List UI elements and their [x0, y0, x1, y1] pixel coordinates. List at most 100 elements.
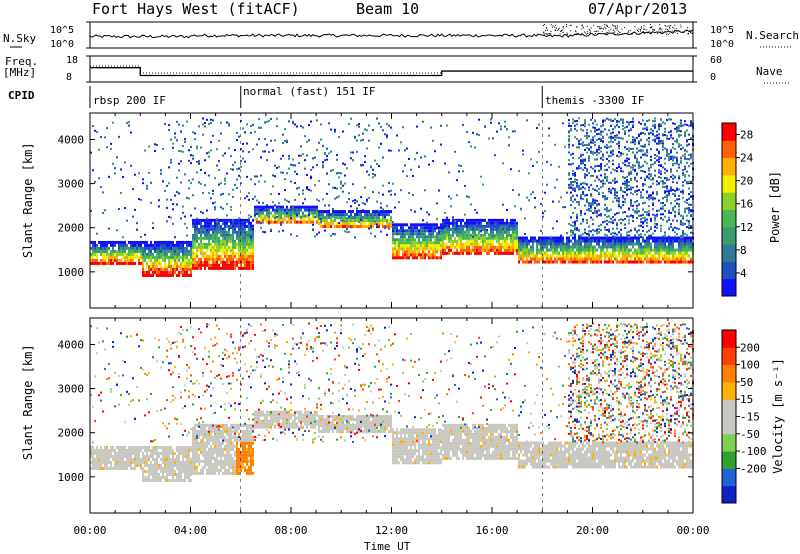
echo-cell [128, 121, 130, 124]
echo-cell [190, 255, 192, 259]
echo-cell [296, 173, 298, 176]
echo-cell [576, 201, 578, 204]
echo-cell [226, 218, 228, 222]
echo-cell [456, 239, 458, 243]
echo-cell [496, 222, 498, 225]
echo-cell [592, 139, 594, 142]
echo-cell [588, 257, 590, 261]
echo-cell [574, 254, 576, 258]
echo-cell [504, 242, 506, 246]
echo-cell [220, 266, 222, 270]
echo-cell [410, 250, 412, 254]
echo-cell [246, 263, 248, 267]
echo-cell [590, 239, 592, 243]
echo-cell [412, 223, 414, 227]
echo-cell [614, 180, 616, 183]
echo-cell [280, 211, 282, 215]
echo-cell [466, 239, 468, 243]
echo-cell [638, 251, 640, 255]
echo-cell [440, 226, 442, 230]
echo-cell [576, 251, 578, 255]
echo-cell [402, 170, 404, 173]
echo-cell [616, 212, 618, 215]
echo-cell [190, 246, 192, 250]
echo-cell [224, 152, 226, 155]
echo-cell [662, 242, 664, 246]
echo-cell [578, 146, 580, 149]
echo-cell [110, 142, 112, 145]
echo-cell [470, 248, 472, 252]
echo-cell [244, 266, 246, 270]
echo-cell [610, 150, 612, 153]
echo-cell [150, 249, 152, 253]
echo-cell [682, 172, 684, 175]
echo-cell [582, 219, 584, 222]
echo-cell [232, 230, 234, 234]
echo-cell [196, 218, 198, 222]
echo-cell [414, 250, 416, 254]
echo-cell [638, 164, 640, 167]
echo-cell [646, 190, 648, 193]
echo-cell [172, 273, 174, 277]
echo-cell [526, 248, 528, 252]
echo-cell [652, 248, 654, 252]
echo-cell [640, 242, 642, 246]
echo-cell [234, 251, 236, 255]
nsearch-dot [548, 33, 550, 35]
echo-cell [150, 252, 152, 256]
echo-cell [282, 133, 284, 136]
echo-cell [474, 208, 476, 211]
echo-cell [510, 227, 512, 231]
echo-cell [184, 273, 186, 277]
echo-cell [684, 251, 686, 255]
echo-cell [622, 162, 624, 165]
echo-cell [210, 242, 212, 246]
echo-cell [560, 239, 562, 243]
echo-cell [212, 245, 214, 249]
echo-cell [156, 246, 158, 250]
echo-cell [602, 154, 604, 157]
echo-cell [228, 122, 230, 125]
echo-cell [208, 174, 210, 177]
echo-cell [196, 239, 198, 243]
echo-cell [216, 245, 218, 249]
echo-cell [362, 138, 364, 141]
echo-cell [654, 236, 656, 240]
echo-cell [676, 159, 678, 162]
echo-cell [604, 242, 606, 246]
echo-cell [680, 219, 682, 222]
echo-cell [170, 270, 172, 274]
echo-cell [172, 267, 174, 271]
echo-cell [138, 240, 140, 244]
echo-cell [366, 213, 368, 217]
echo-cell [604, 220, 606, 223]
echo-cell [512, 230, 514, 234]
echo-cell [242, 266, 244, 270]
echo-cell [590, 195, 592, 198]
echo-cell [616, 180, 618, 183]
echo-cell [582, 260, 584, 264]
echo-cell [426, 241, 428, 245]
echo-cell [280, 217, 282, 221]
echo-cell [654, 161, 656, 164]
echo-cell [278, 217, 280, 221]
echo-cell [522, 254, 524, 258]
echo-cell [682, 248, 684, 252]
echo-cell [272, 214, 274, 218]
echo-cell [292, 158, 294, 161]
echo-cell [590, 257, 592, 261]
echo-cell [234, 245, 236, 249]
echo-cell [678, 166, 680, 169]
echo-cell [214, 248, 216, 252]
echo-cell [400, 141, 402, 144]
echo-cell [232, 163, 234, 166]
echo-cell [578, 248, 580, 252]
echo-cell [352, 225, 354, 229]
echo-cell [674, 248, 676, 252]
echo-cell [312, 211, 314, 215]
echo-cell [678, 145, 680, 148]
echo-cell [370, 222, 372, 226]
echo-cell [216, 257, 218, 261]
echo-cell [568, 248, 570, 252]
